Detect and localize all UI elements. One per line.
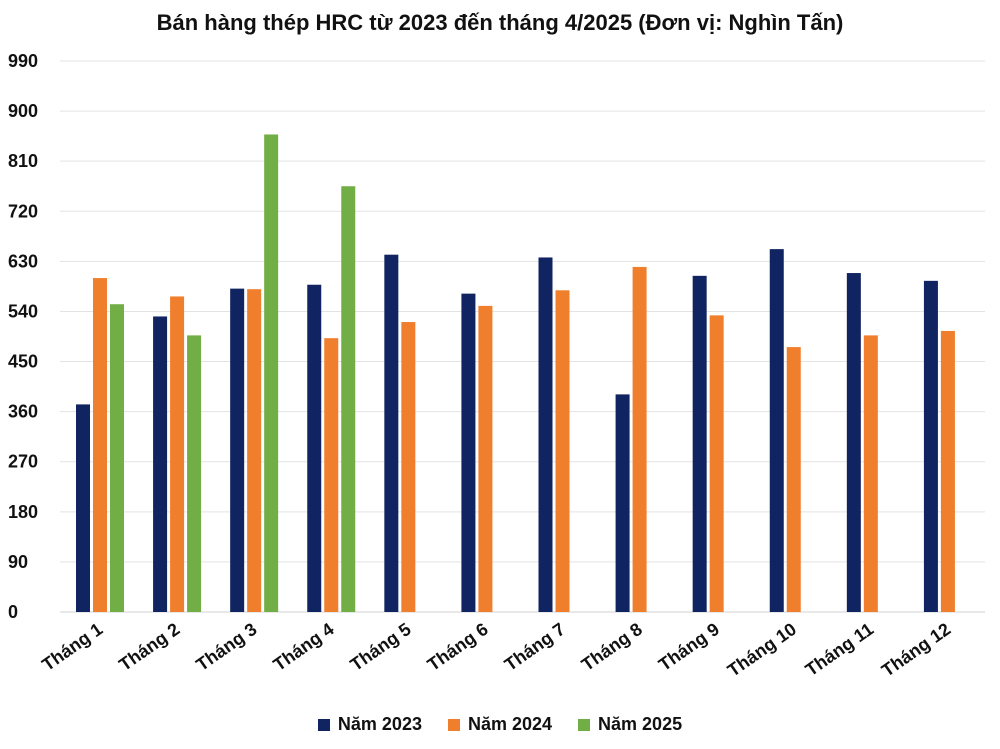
bar-2-12 — [940, 330, 955, 612]
x-tick-label: Tháng 2 — [115, 619, 183, 675]
bar-2-2 — [170, 296, 185, 612]
legend-swatch — [317, 718, 330, 731]
y-tick-label: 180 — [8, 502, 38, 522]
bar-1-12 — [923, 280, 938, 612]
bar-1-10 — [769, 249, 784, 612]
x-axis-ticks: Tháng 1 Tháng 2 Tháng 3 Tháng 4 Tháng 5 Tháng… — [38, 619, 954, 681]
bar-1-3 — [230, 288, 245, 612]
y-tick-label: 270 — [8, 452, 38, 472]
bar-1-2 — [153, 316, 168, 612]
bar-2-1 — [93, 278, 107, 612]
bar-2-5 — [401, 322, 416, 612]
bar-3-1 — [110, 304, 124, 612]
bar-2-4 — [324, 338, 339, 612]
x-tick-label: Tháng 12 — [878, 619, 954, 681]
bar-2-11 — [863, 335, 878, 612]
legend-swatch — [447, 718, 460, 731]
y-axis-ticks: 0 90 180 270 360 450 540 630 720 810 900 990 — [8, 51, 38, 622]
gridlines — [60, 60, 985, 613]
y-tick-label: 630 — [8, 251, 38, 271]
x-tick-label: Tháng 7 — [501, 619, 569, 675]
bar-1-9 — [692, 275, 707, 612]
y-tick-label: 360 — [8, 402, 38, 422]
x-tick-label: Tháng 8 — [578, 619, 646, 675]
bar-2-6 — [478, 305, 493, 612]
bar-2-8 — [632, 266, 647, 612]
bar-1-7 — [538, 257, 553, 612]
legend-label: Năm 2023 — [337, 714, 422, 734]
y-tick-label: 90 — [8, 552, 28, 572]
chart-title: Bán hàng thép HRC từ 2023 đến tháng 4/20… — [156, 10, 844, 35]
legend-label: Năm 2024 — [467, 714, 553, 734]
bar-3-4 — [341, 186, 356, 612]
bar-2-10 — [786, 347, 801, 612]
bar-2-9 — [709, 315, 724, 612]
legend-item: Năm 2025 — [578, 714, 682, 735]
legend-item: Năm 2023 — [317, 714, 422, 735]
bar-2-3 — [247, 289, 262, 612]
y-tick-label: 900 — [8, 101, 38, 121]
bars — [76, 134, 955, 612]
legend-item: Năm 2024 — [447, 714, 553, 735]
y-tick-label: 720 — [8, 201, 38, 221]
x-tick-label: Tháng 10 — [724, 619, 800, 681]
x-tick-label: Tháng 6 — [424, 619, 492, 675]
x-tick-label: Tháng 3 — [192, 619, 260, 675]
bar-1-6 — [461, 293, 476, 612]
bar-1-5 — [384, 254, 399, 612]
legend-label: Năm 2025 — [598, 714, 683, 734]
x-tick-label: Tháng 1 — [38, 619, 106, 675]
x-tick-label: Tháng 4 — [270, 619, 338, 675]
bar-3-2 — [187, 335, 202, 612]
legend: Năm 2023 Năm 2024 Năm 2025 — [0, 714, 1000, 735]
x-tick-label: Tháng 5 — [347, 619, 415, 675]
x-tick-label: Tháng 11 — [802, 619, 877, 680]
x-tick-label: Tháng 9 — [655, 619, 723, 675]
bar-2-7 — [555, 290, 570, 612]
y-tick-label: 0 — [8, 602, 18, 622]
bar-3-3 — [264, 134, 279, 612]
y-tick-label: 810 — [8, 151, 38, 171]
y-tick-label: 540 — [8, 301, 38, 321]
legend-swatch — [578, 718, 591, 731]
bar-1-1 — [76, 404, 90, 612]
y-tick-label: 990 — [8, 51, 38, 71]
y-tick-label: 450 — [8, 352, 38, 372]
bar-1-8 — [615, 394, 630, 612]
bar-1-4 — [307, 284, 322, 612]
bar-1-11 — [846, 273, 861, 612]
